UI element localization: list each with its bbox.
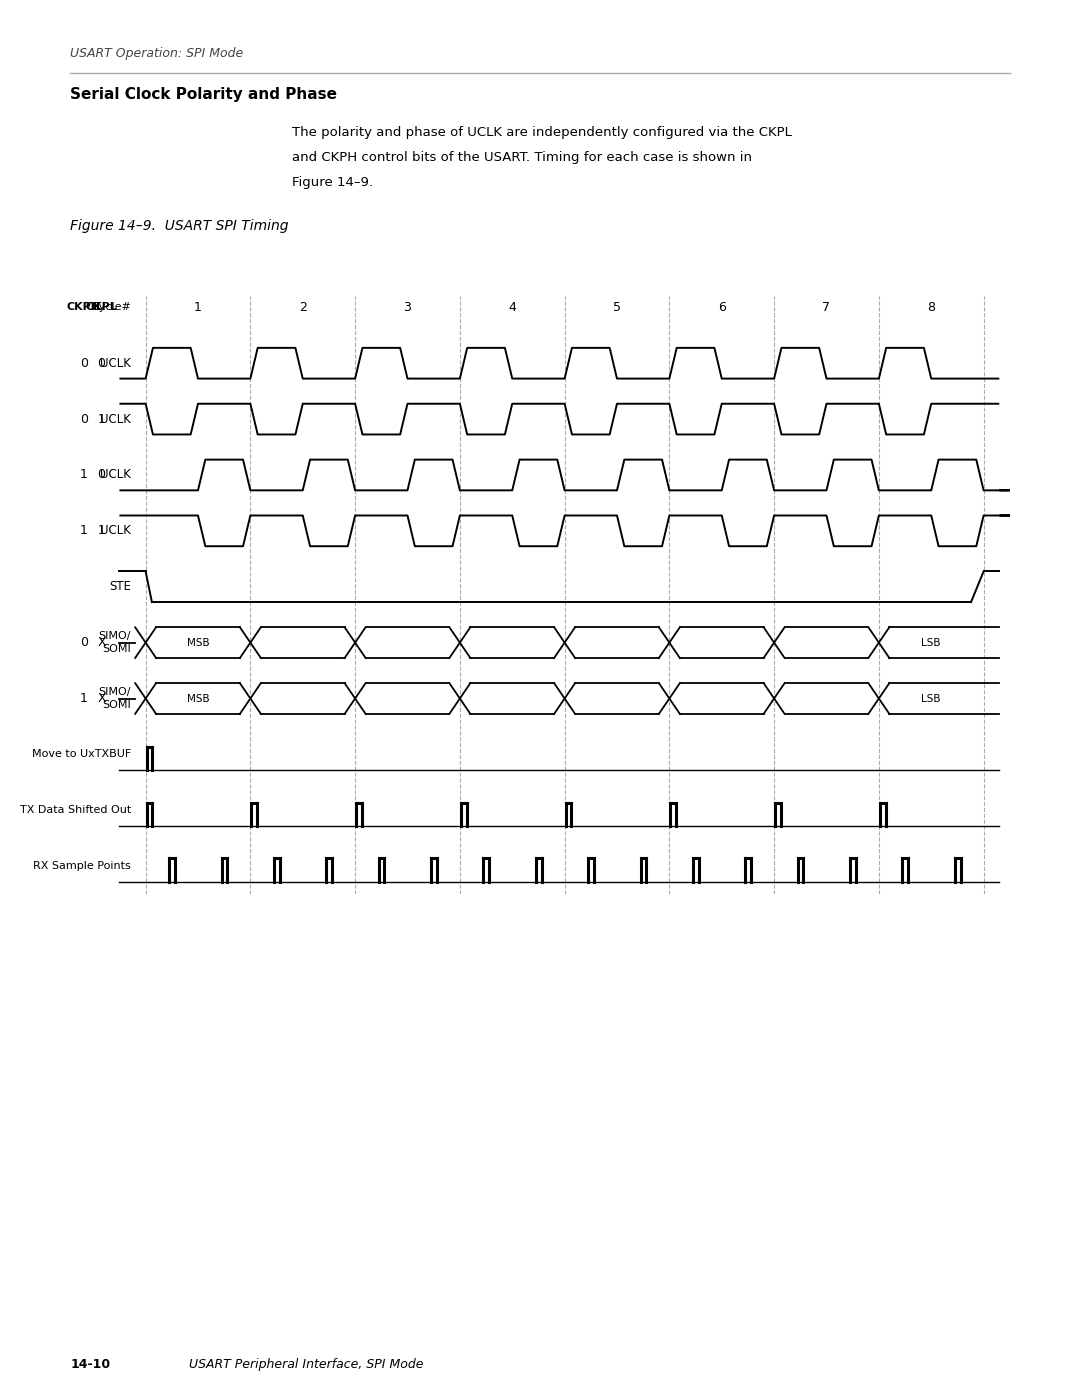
Text: MSB: MSB — [187, 637, 210, 648]
Text: 0: 0 — [97, 468, 106, 482]
Text: SIMO/: SIMO/ — [98, 687, 131, 697]
Text: USART Peripheral Interface, SPI Mode: USART Peripheral Interface, SPI Mode — [189, 1358, 423, 1370]
Text: STE: STE — [109, 580, 131, 594]
Text: CKPL: CKPL — [85, 302, 118, 313]
Text: TX Data Shifted Out: TX Data Shifted Out — [19, 805, 131, 816]
Text: MSB: MSB — [187, 693, 210, 704]
Text: 2: 2 — [299, 300, 307, 314]
Text: SOMI: SOMI — [103, 644, 131, 654]
Text: UCLK: UCLK — [100, 412, 131, 426]
Text: UCLK: UCLK — [100, 468, 131, 482]
Text: 1: 1 — [80, 468, 87, 482]
Text: 14-10: 14-10 — [70, 1358, 110, 1370]
Text: LSB: LSB — [921, 693, 941, 704]
Text: 4: 4 — [509, 300, 516, 314]
Text: 1: 1 — [97, 524, 106, 538]
Text: LSB: LSB — [921, 637, 941, 648]
Text: 7: 7 — [823, 300, 831, 314]
Text: 1: 1 — [80, 692, 87, 705]
Text: 0: 0 — [97, 356, 106, 370]
Text: UCLK: UCLK — [100, 356, 131, 370]
Text: X: X — [97, 692, 106, 705]
Text: SOMI: SOMI — [103, 700, 131, 710]
Text: 6: 6 — [718, 300, 726, 314]
Text: and CKPH control bits of the USART. Timing for each case is shown in: and CKPH control bits of the USART. Timi… — [292, 151, 752, 163]
Text: 0: 0 — [80, 636, 87, 650]
Text: SIMO/: SIMO/ — [98, 631, 131, 641]
Text: USART Operation: SPI Mode: USART Operation: SPI Mode — [70, 47, 243, 60]
Text: 3: 3 — [404, 300, 411, 314]
Text: Figure 14–9.: Figure 14–9. — [292, 176, 373, 189]
Text: UCLK: UCLK — [100, 524, 131, 538]
Text: The polarity and phase of UCLK are independently configured via the CKPL: The polarity and phase of UCLK are indep… — [292, 126, 792, 138]
Text: 1: 1 — [80, 524, 87, 538]
Text: RX Sample Points: RX Sample Points — [33, 861, 131, 872]
Text: Figure 14–9.  USART SPI Timing: Figure 14–9. USART SPI Timing — [70, 219, 288, 233]
Text: 1: 1 — [97, 412, 106, 426]
Text: 5: 5 — [613, 300, 621, 314]
Text: 0: 0 — [80, 356, 87, 370]
Text: 8: 8 — [928, 300, 935, 314]
Text: Serial Clock Polarity and Phase: Serial Clock Polarity and Phase — [70, 87, 337, 102]
Text: X: X — [97, 636, 106, 650]
Text: Cycle#: Cycle# — [91, 302, 131, 313]
Text: 1: 1 — [194, 300, 202, 314]
Text: Move to UxTXBUF: Move to UxTXBUF — [31, 749, 131, 760]
Text: CKPH: CKPH — [67, 302, 100, 313]
Text: 0: 0 — [80, 412, 87, 426]
